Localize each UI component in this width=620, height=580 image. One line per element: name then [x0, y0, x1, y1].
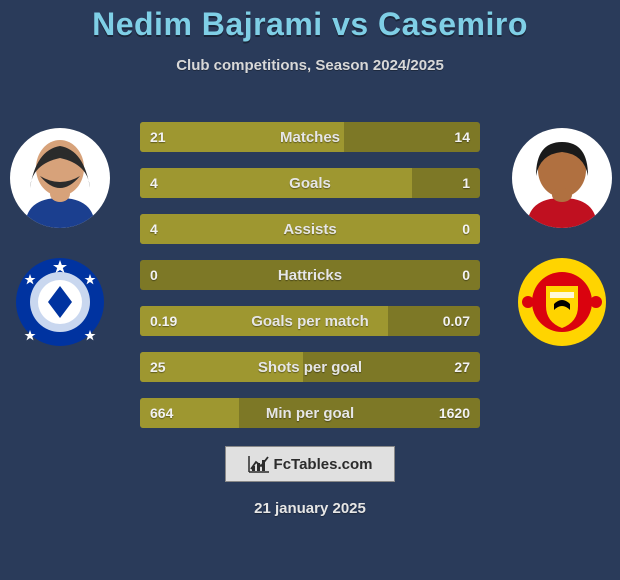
comparison-card: Nedim Bajrami vs Casemiro Club competiti…	[0, 0, 620, 580]
player-right-avatar	[512, 128, 612, 228]
stat-label: Hattricks	[140, 260, 480, 290]
stat-label: Goals	[140, 168, 480, 198]
stat-row: 4Goals1	[140, 168, 480, 198]
stat-right-value: 1620	[429, 398, 480, 428]
stat-right-value: 1	[452, 168, 480, 198]
date-text: 21 january 2025	[0, 500, 620, 517]
club-right-crest	[516, 256, 608, 348]
stat-row: 21Matches14	[140, 122, 480, 152]
player-right-icon	[512, 128, 612, 228]
stat-right-value: 0	[452, 214, 480, 244]
rangers-crest-icon	[14, 256, 106, 348]
manutd-crest-icon	[516, 256, 608, 348]
player-left-avatar	[10, 128, 110, 228]
stat-row: 25Shots per goal27	[140, 352, 480, 382]
chart-icon	[248, 455, 270, 473]
stat-right-value: 0.07	[433, 306, 480, 336]
stat-label: Matches	[140, 122, 480, 152]
stat-row: 4Assists0	[140, 214, 480, 244]
stat-row: 0Hattricks0	[140, 260, 480, 290]
stat-label: Shots per goal	[140, 352, 480, 382]
stat-right-value: 27	[444, 352, 480, 382]
stat-row: 664Min per goal1620	[140, 398, 480, 428]
source-logo-text: FcTables.com	[274, 456, 373, 473]
page-subtitle: Club competitions, Season 2024/2025	[0, 57, 620, 74]
stats-panel: 21Matches144Goals14Assists00Hattricks00.…	[140, 122, 480, 444]
stat-label: Goals per match	[140, 306, 480, 336]
stat-label: Assists	[140, 214, 480, 244]
club-left-crest	[14, 256, 106, 348]
stat-right-value: 14	[444, 122, 480, 152]
player-left-icon	[10, 128, 110, 228]
stat-right-value: 0	[452, 260, 480, 290]
page-title: Nedim Bajrami vs Casemiro	[0, 6, 620, 43]
source-logo: FcTables.com	[225, 446, 395, 482]
stat-row: 0.19Goals per match0.07	[140, 306, 480, 336]
